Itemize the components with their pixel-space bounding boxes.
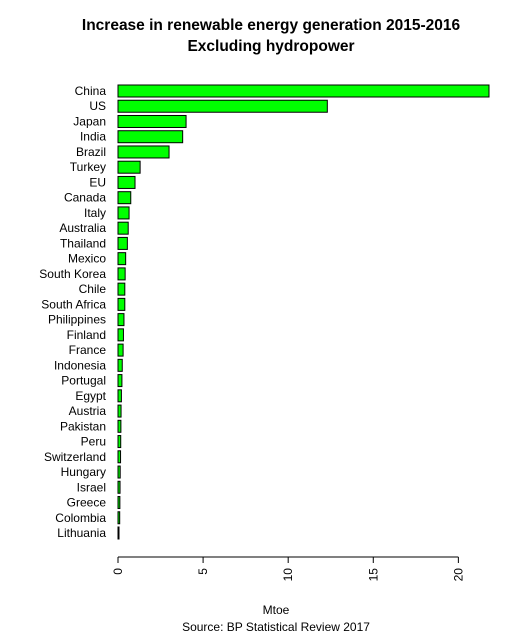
- category-label-turkey: Turkey: [70, 160, 106, 174]
- bar-eu: [117, 175, 136, 189]
- category-label-israel: Israel: [77, 480, 106, 494]
- category-label-chile: Chile: [79, 282, 107, 296]
- category-label-switzerland: Switzerland: [44, 450, 106, 464]
- category-label-south-africa: South Africa: [41, 297, 106, 311]
- bar-egypt: [117, 389, 122, 403]
- category-label-egypt: Egypt: [75, 389, 106, 403]
- bar-thailand: [117, 236, 128, 250]
- chart-subtitle: Excluding hydropower: [187, 38, 354, 55]
- category-label-greece: Greece: [67, 496, 107, 510]
- category-label-portugal: Portugal: [61, 374, 106, 388]
- category-label-us: US: [89, 99, 106, 113]
- bars-group: [117, 84, 490, 540]
- bar-mexico: [117, 252, 127, 266]
- category-label-colombia: Colombia: [55, 511, 106, 525]
- bar-peru: [117, 435, 122, 449]
- x-tick-label: 20: [451, 568, 465, 582]
- bar-japan: [117, 114, 187, 128]
- bar-canada: [117, 191, 132, 205]
- category-label-south-korea: South Korea: [39, 267, 106, 281]
- category-label-hungary: Hungary: [61, 465, 106, 479]
- bar-hungary: [117, 465, 121, 479]
- chart-title: Increase in renewable energy generation …: [82, 17, 461, 34]
- category-label-japan: Japan: [73, 114, 106, 128]
- category-label-lithuania: Lithuania: [57, 526, 106, 540]
- category-label-india: India: [80, 130, 106, 144]
- bar-us: [117, 99, 328, 113]
- category-label-thailand: Thailand: [60, 236, 106, 250]
- category-label-brazil: Brazil: [76, 145, 106, 159]
- category-label-eu: EU: [89, 175, 106, 189]
- bar-colombia: [117, 511, 121, 525]
- category-label-mexico: Mexico: [68, 252, 106, 266]
- bar-australia: [117, 221, 129, 235]
- bar-austria: [117, 404, 122, 418]
- category-label-peru: Peru: [81, 435, 106, 449]
- bar-greece: [117, 496, 121, 510]
- bar-france: [117, 343, 124, 357]
- bar-brazil: [117, 145, 170, 159]
- source-note: Source: BP Statistical Review 2017: [182, 620, 370, 634]
- bar-finland: [117, 328, 124, 342]
- category-label-austria: Austria: [69, 404, 107, 418]
- x-axis: 0 5 10 15 20: [111, 556, 465, 582]
- bar-portugal: [117, 374, 123, 388]
- bar-italy: [117, 206, 130, 220]
- bar-south-africa: [117, 297, 126, 311]
- category-label-philippines: Philippines: [48, 313, 106, 327]
- category-label-indonesia: Indonesia: [54, 358, 106, 372]
- category-label-pakistan: Pakistan: [60, 419, 106, 433]
- category-label-canada: Canada: [64, 191, 106, 205]
- bar-china: [117, 84, 490, 98]
- category-label-italy: Italy: [84, 206, 106, 220]
- bar-indonesia: [117, 358, 123, 372]
- x-tick-label: 5: [196, 568, 210, 575]
- bar-india: [117, 130, 184, 144]
- x-tick-label: 10: [281, 568, 295, 582]
- category-label-china: China: [75, 84, 107, 98]
- bar-south-korea: [117, 267, 126, 281]
- category-label-australia: Australia: [59, 221, 106, 235]
- bar-chile: [117, 282, 126, 296]
- x-axis-label: Mtoe: [263, 603, 290, 617]
- bar-turkey: [117, 160, 141, 174]
- bar-israel: [117, 480, 121, 494]
- x-tick-label: 15: [366, 568, 380, 582]
- bar-lithuania: [117, 526, 120, 540]
- bar-philippines: [117, 313, 125, 327]
- category-label-finland: Finland: [67, 328, 106, 342]
- bar-switzerland: [117, 450, 122, 464]
- x-tick-label: 0: [111, 568, 125, 575]
- category-label-france: France: [69, 343, 107, 357]
- bar-pakistan: [117, 419, 122, 433]
